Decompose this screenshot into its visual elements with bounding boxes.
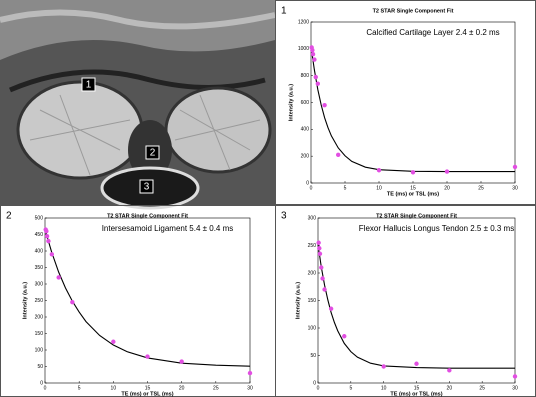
panel-label: 3 — [281, 211, 287, 222]
x-tick-label: 30 — [247, 385, 253, 391]
panel-label: 1 — [281, 6, 287, 17]
y-tick-label: 150 — [35, 331, 44, 337]
annotation: Flexor Hallucis Longus Tendon 2.5 ± 0.3 … — [359, 224, 514, 233]
data-point — [317, 246, 321, 250]
data-point — [45, 234, 49, 238]
figure: 1 2 3 020040060080010001200051015202530T… — [0, 0, 536, 397]
data-point — [50, 252, 54, 256]
data-point — [411, 170, 415, 174]
data-point — [513, 165, 517, 169]
data-point — [311, 52, 315, 56]
data-point — [316, 82, 320, 86]
data-point — [320, 276, 324, 280]
x-tick-label: 15 — [410, 185, 416, 191]
x-tick-label: 25 — [478, 185, 484, 191]
y-tick-label: 500 — [35, 215, 44, 221]
data-point — [70, 300, 74, 304]
panel-label: 2 — [6, 211, 12, 222]
y-tick-label: 250 — [35, 298, 44, 304]
image-label: 2 — [150, 148, 156, 159]
x-tick-label: 10 — [381, 385, 387, 391]
data-point — [329, 307, 333, 311]
data-point — [314, 75, 318, 79]
chart-title: T2 STAR Single Component Fit — [373, 8, 454, 14]
image-label: 3 — [144, 182, 150, 193]
chart-title: T2 STAR Single Component Fit — [376, 213, 457, 219]
y-tick-label: 150 — [308, 298, 317, 304]
x-axis-label: TE (ms) or TSL (ms) — [390, 391, 442, 397]
x-tick-label: 20 — [447, 385, 453, 391]
mri-image: 1 2 3 — [0, 0, 275, 208]
y-tick-label: 400 — [35, 248, 44, 254]
x-tick-label: 30 — [512, 185, 518, 191]
data-point — [44, 229, 48, 233]
data-point — [248, 371, 252, 375]
data-point — [319, 265, 323, 269]
data-point — [46, 239, 50, 243]
y-tick-label: 450 — [35, 232, 44, 238]
data-point — [145, 354, 149, 358]
x-tick-label: 5 — [349, 385, 352, 391]
y-tick-label: 300 — [308, 215, 317, 221]
x-tick-label: 5 — [78, 385, 81, 391]
x-tick-label: 15 — [414, 385, 420, 391]
data-point — [381, 364, 385, 368]
y-tick-label: 600 — [301, 100, 310, 106]
data-point — [322, 287, 326, 291]
y-tick-label: 50 — [37, 364, 43, 370]
x-tick-label: 20 — [444, 185, 450, 191]
data-point — [312, 57, 316, 61]
chart-title: T2 STAR Single Component Fit — [107, 213, 188, 219]
data-point — [342, 334, 346, 338]
y-axis-label: Intensity (a.u.) — [22, 282, 28, 319]
y-tick-label: 50 — [310, 353, 316, 359]
x-tick-label: 0 — [44, 385, 47, 391]
data-point — [316, 241, 320, 245]
x-tick-label: 25 — [479, 385, 485, 391]
x-axis-label: TE (ms) or TSL (ms) — [121, 391, 173, 397]
x-tick-label: 30 — [512, 385, 518, 391]
x-tick-label: 0 — [317, 385, 320, 391]
x-tick-label: 20 — [179, 385, 185, 391]
y-tick-label: 300 — [35, 281, 44, 287]
annotation: Calcified Cartilage Layer 2.4 ± 0.2 ms — [366, 28, 499, 37]
data-point — [445, 169, 449, 173]
data-point — [414, 362, 418, 366]
y-tick-label: 350 — [35, 265, 44, 271]
data-point — [179, 359, 183, 363]
y-tick-label: 200 — [308, 270, 317, 276]
data-point — [111, 340, 115, 344]
x-tick-label: 0 — [310, 185, 313, 191]
x-tick-label: 15 — [145, 385, 151, 391]
x-tick-label: 25 — [213, 385, 219, 391]
annotation: Intersesamoid Ligament 5.4 ± 0.4 ms — [102, 224, 234, 233]
y-tick-label: 400 — [301, 127, 310, 133]
image-label: 1 — [86, 80, 92, 91]
y-tick-label: 250 — [308, 243, 317, 249]
y-tick-label: 1000 — [298, 46, 309, 52]
data-point — [56, 275, 60, 279]
y-axis-label: Intensity (a.u.) — [288, 84, 294, 121]
data-point — [310, 48, 314, 52]
y-tick-label: 200 — [301, 153, 310, 159]
x-axis-label: TE (ms) or TSL (ms) — [387, 191, 439, 197]
y-tick-label: 800 — [301, 73, 310, 79]
data-point — [336, 153, 340, 157]
data-point — [377, 168, 381, 172]
y-tick-label: 100 — [308, 325, 317, 331]
y-axis-label: Intensity (a.u.) — [295, 282, 301, 319]
x-tick-label: 5 — [344, 185, 347, 191]
data-point — [318, 252, 322, 256]
y-tick-label: 200 — [35, 314, 44, 320]
data-point — [322, 103, 326, 107]
x-tick-label: 10 — [111, 385, 117, 391]
y-tick-label: 1200 — [298, 19, 309, 25]
data-point — [513, 374, 517, 378]
y-tick-label: 100 — [35, 347, 44, 353]
data-point — [447, 368, 451, 372]
x-tick-label: 10 — [376, 185, 382, 191]
